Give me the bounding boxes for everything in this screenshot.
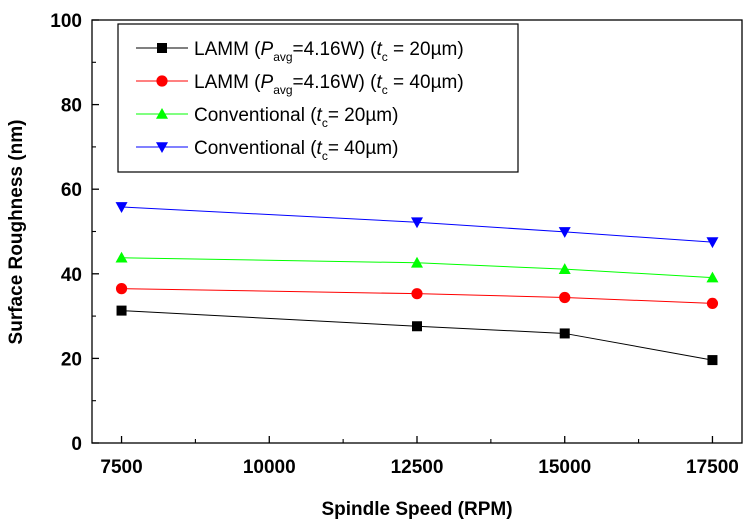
series-line-lamm20 (121, 310, 713, 361)
x-tick-label: 10000 (243, 457, 296, 478)
y-tick-label: 40 (61, 265, 82, 286)
series-line-conv20 (121, 257, 713, 279)
series-lamm40 (115, 283, 719, 310)
legend-label-conv20: Conventional (tc= 20µm) (194, 105, 398, 130)
legend-item-lamm20: LAMM (Pavg=4.16W) (tc = 20µm) (136, 39, 464, 64)
legend-label-lamm40: LAMM (Pavg=4.16W) (tc = 40µm) (194, 72, 464, 97)
data-point-lamm20 (412, 321, 422, 332)
x-tick-label: 17500 (686, 457, 739, 478)
x-axis-title: Spindle Speed (RPM) (321, 499, 512, 520)
y-tick-label: 60 (61, 180, 82, 201)
legend-label-conv40: Conventional (tc= 40µm) (194, 138, 398, 163)
x-tick-label: 12500 (391, 457, 444, 478)
series-conv20 (115, 251, 719, 283)
data-point-conv20 (115, 251, 128, 263)
data-point-conv40 (411, 217, 423, 229)
series-line-lamm40 (121, 288, 713, 304)
data-point-lamm20 (707, 355, 718, 366)
x-tick-label: 7500 (100, 457, 142, 478)
data-point-lamm20 (559, 328, 570, 339)
data-point-lamm40 (706, 297, 719, 310)
data-point-conv40 (558, 227, 571, 238)
series-conv40 (115, 202, 719, 249)
legend-item-conv20: Conventional (tc= 20µm) (136, 105, 398, 130)
legend-marker-conv20 (156, 108, 168, 119)
data-point-lamm40 (411, 288, 423, 300)
legend-label-lamm20: LAMM (Pavg=4.16W) (tc = 20µm) (194, 39, 464, 64)
x-tick-label: 15000 (538, 457, 591, 478)
series-line-conv40 (121, 206, 713, 243)
data-point-conv20 (706, 271, 719, 283)
y-tick-label: 0 (71, 434, 82, 455)
data-point-conv40 (115, 202, 128, 213)
legend-marker-lamm20 (157, 43, 167, 53)
data-point-conv20 (411, 256, 423, 268)
series-lamm20 (116, 305, 718, 366)
y-axis-title: Surface Roughness (nm) (6, 120, 27, 345)
y-tick-label: 80 (61, 96, 82, 117)
data-point-lamm40 (115, 283, 128, 295)
legend-item-lamm40: LAMM (Pavg=4.16W) (tc = 40µm) (136, 72, 464, 97)
data-point-lamm40 (559, 291, 571, 304)
data-point-conv40 (706, 237, 719, 249)
data-point-conv20 (558, 263, 571, 274)
legend-marker-lamm40 (156, 75, 168, 87)
legend-item-conv40: Conventional (tc= 40µm) (136, 138, 398, 163)
y-tick-label: 20 (61, 349, 82, 370)
y-tick-label: 100 (50, 11, 82, 32)
legend-marker-conv40 (156, 142, 168, 153)
data-point-lamm20 (116, 305, 127, 316)
